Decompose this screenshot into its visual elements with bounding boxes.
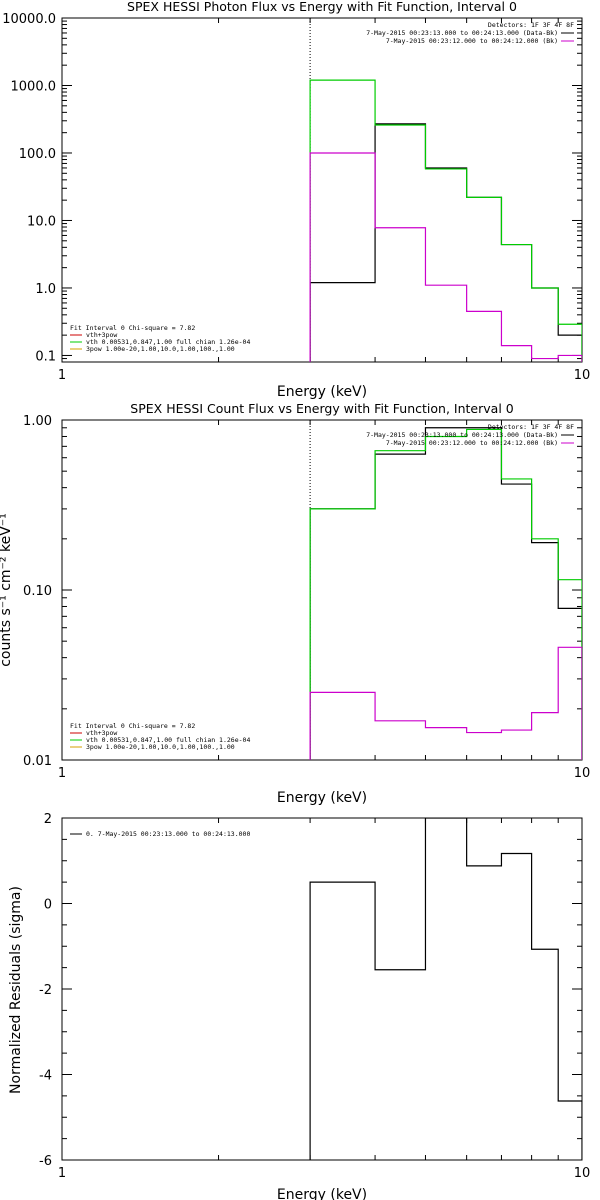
series-background — [309, 646, 582, 760]
y-axis: 10000.0 1000.0 100.0 10.0 1.0 0.1 — [2, 12, 582, 364]
x-tick-label: 10 — [574, 766, 591, 781]
x-axis: 1 10 Energy (keV) — [58, 420, 590, 806]
chart-title: SPEX HESSI Photon Flux vs Energy with Fi… — [127, 0, 517, 14]
legend-header: Fit Interval 0 Chi-square = 7.82 — [70, 722, 195, 730]
series-fit — [309, 79, 582, 362]
legend-header: Detectors: 1F 3F 4F 8F — [488, 21, 574, 29]
histogram-step-line — [309, 428, 582, 760]
y-tick-label: 100.0 — [19, 147, 56, 162]
x-tick-label: 1 — [58, 1166, 66, 1181]
legend-right: Detectors: 1F 3F 4F 8F7-May-2015 00:23:1… — [366, 423, 574, 447]
chart-panel-2: SPEX HESSI Count Flux vs Energy with Fit… — [0, 401, 590, 806]
plot-area — [309, 818, 582, 1160]
y-tick-label: 2 — [44, 812, 52, 827]
histogram-step-line — [309, 818, 582, 1160]
y-axis-label: counts s⁻¹ cm⁻² keV⁻¹ — [0, 513, 14, 667]
series-fit — [309, 428, 582, 760]
x-axis-label: Energy (keV) — [277, 384, 367, 400]
histogram-step-line — [309, 123, 582, 362]
legend-header: Detectors: 1F 3F 4F 8F — [488, 423, 574, 431]
legend-entry-label: vth 0.00531,0.847,1.00 full chian 1.26e-… — [86, 736, 250, 744]
chart-panel-1: SPEX HESSI Photon Flux vs Energy with Fi… — [2, 0, 590, 400]
x-tick-label: 10 — [574, 1166, 591, 1181]
x-tick-label: 1 — [58, 368, 66, 383]
y-axis-label: Normalized Residuals (sigma) — [8, 886, 24, 1094]
plot-area — [309, 79, 582, 362]
x-axis: 1 10 Energy (keV) — [58, 818, 590, 1200]
chart-panel-3: 1 10 Energy (keV) 2 0 -2 -4 -6 Normalized Residu… — [8, 812, 590, 1200]
legend-entry-label: vth 0.00531,0.847,1.00 full chian 1.26e-… — [86, 338, 250, 346]
y-tick-label: 1.00 — [23, 414, 52, 429]
y-tick-label: 10000.0 — [2, 12, 56, 27]
x-axis-label: Energy (keV) — [277, 790, 367, 806]
legend-right: Detectors: 1F 3F 4F 8F7-May-2015 00:23:1… — [366, 21, 574, 45]
histogram-step-line — [309, 646, 582, 760]
legend-entry-label: 0. 7-May-2015 00:23:13.000 to 00:24:13.0… — [86, 830, 250, 838]
y-tick-label: 0.01 — [23, 754, 52, 769]
series-data — [309, 427, 582, 760]
legend-left: Fit Interval 0 Chi-square = 7.82vth+3pow… — [70, 722, 250, 751]
series-data — [309, 123, 582, 362]
histogram-step-line — [309, 427, 582, 760]
legend-entry-label: vth+3pow — [86, 331, 117, 339]
y-tick-label: 1000.0 — [11, 79, 57, 94]
y-tick-label: 10.0 — [27, 214, 56, 229]
series-residuals — [309, 818, 582, 1160]
plot-frame — [61, 817, 583, 1161]
plot-area — [309, 427, 582, 760]
legend-entry-label: 7-May-2015 00:23:13.000 to 00:24:13.000 … — [366, 431, 558, 439]
legend-entry-label: 3pow 1.00e-20,1.00,10.0,1.00,100.,1.00 — [86, 743, 235, 751]
legend-entry-label: 3pow 1.00e-20,1.00,10.0,1.00,100.,1.00 — [86, 345, 235, 353]
legend-entry-label: 7-May-2015 00:23:12.000 to 00:24:12.000 … — [386, 37, 558, 45]
x-tick-label: 1 — [58, 766, 66, 781]
x-axis-label: Energy (keV) — [277, 1187, 367, 1200]
y-tick-label: -6 — [39, 1154, 52, 1169]
legend-left: Fit Interval 0 Chi-square = 7.82vth+3pow… — [70, 324, 250, 353]
y-tick-label: 0 — [44, 898, 52, 913]
histogram-step-line — [309, 79, 582, 362]
legend-entry-label: 7-May-2015 00:23:12.000 to 00:24:12.000 … — [386, 439, 558, 447]
legend-left: 0. 7-May-2015 00:23:13.000 to 00:24:13.0… — [70, 830, 250, 838]
y-tick-label: -4 — [39, 1069, 52, 1084]
legend-entry-label: vth+3pow — [86, 729, 117, 737]
plot-frame — [61, 17, 583, 363]
y-tick-label: 0.10 — [23, 584, 52, 599]
histogram-step-line — [309, 152, 582, 362]
y-tick-label: 0.1 — [35, 349, 56, 364]
legend-entry-label: 7-May-2015 00:23:13.000 to 00:24:13.000 … — [366, 29, 558, 37]
y-tick-label: 1.0 — [35, 282, 56, 297]
y-axis: 2 0 -2 -4 -6 Normalized Residuals (sigma) — [8, 812, 582, 1169]
chart-title: SPEX HESSI Count Flux vs Energy with Fit… — [130, 401, 513, 416]
legend-header: Fit Interval 0 Chi-square = 7.82 — [70, 324, 195, 332]
y-axis: 1.00 0.10 0.01 counts s⁻¹ cm⁻² keV⁻¹ — [0, 414, 582, 769]
y-tick-label: -2 — [39, 983, 52, 998]
x-tick-label: 10 — [574, 368, 591, 383]
plot-frame — [61, 419, 583, 761]
series-background — [309, 152, 582, 362]
